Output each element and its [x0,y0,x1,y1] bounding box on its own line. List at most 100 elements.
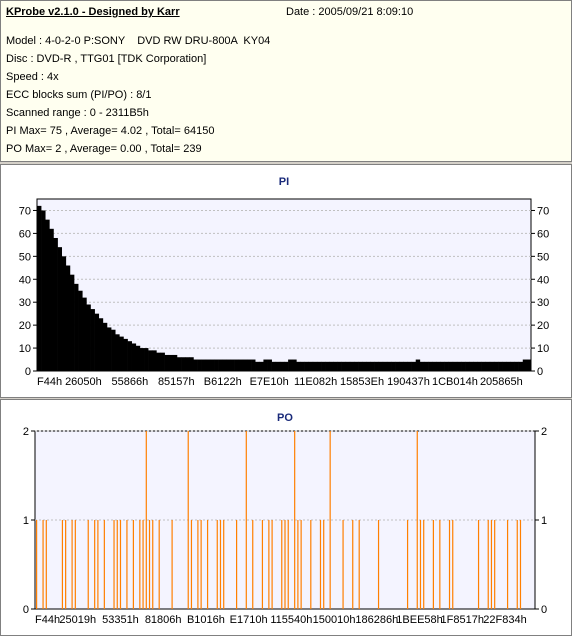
pi-xtick-label: E7E10h [250,376,289,388]
pi-bar [102,322,108,371]
po-xtick-label: 115540h [270,614,312,626]
pi-ytick-label-right: 40 [537,274,549,286]
pi-bar [106,327,112,371]
po-chart-panel: PO 0 0 1 1 2 2 F44h 25019h 53351h 81806h B1016h E171… [0,399,572,636]
pi-bar [374,361,379,371]
po-xtick-label: 81806h [145,614,182,626]
pi-bar [160,352,165,371]
info-line-model: Model : 4-0-2-0 P:SONY DVD RW DRU-800A K… [6,35,271,47]
pi-bar [498,361,503,371]
pi-bar [234,359,240,371]
pi-bar [419,361,425,371]
pi-bar [139,348,145,371]
pi-bar [176,357,182,371]
pi-bar [353,361,359,371]
pi-bar [218,359,223,371]
pi-bar [337,361,342,371]
pi-ytick-label-right: 30 [537,297,549,309]
pi-bar [526,359,532,371]
pi-bar [41,210,46,371]
pi-bar [292,359,297,371]
pi-bar [518,361,524,371]
pi-bar [444,361,449,371]
pi-bar [358,361,363,371]
po-title: PO [277,412,293,424]
pi-bar [279,361,285,371]
info-line-ecc: ECC blocks sum (PI/PO) : 8/1 [6,89,152,101]
po-ytick-label-right: 0 [541,604,547,616]
info-panel: KProbe v2.1.0 - Designed by Karr Date : … [0,0,572,162]
pi-bar [391,361,396,371]
pi-bar [37,205,42,371]
pi-bar [135,345,141,371]
po-xtick-label: 1BEE58h [396,614,442,626]
pi-bar [522,359,528,371]
pi-bar [382,361,388,371]
pi-bar [45,219,50,371]
pi-bar [148,350,153,371]
pi-bar [172,354,178,371]
pi-bar [329,361,334,371]
pi-bar [312,361,318,371]
pi-bar [477,361,482,371]
pi-bar [436,361,441,371]
pi-bar [423,361,429,371]
pi-bar [214,359,219,371]
pi-xtick-label: 1CB014h [432,376,478,388]
pi-bar [452,361,458,371]
pi-bar [502,361,507,371]
pi-bar [432,361,437,371]
pi-bar [267,359,272,371]
pi-bar [49,228,54,371]
pi-bar [362,361,367,371]
pi-bar [403,361,408,371]
pi-bar [57,247,62,371]
pi-ytick-label-right: 60 [537,228,549,240]
pi-bar [399,361,404,371]
pi-bar [242,359,248,371]
pi-bar [275,361,281,371]
po-xtick-label: 53351h [102,614,139,626]
pi-ytick-label: 70 [19,205,31,217]
pi-xtick-label: 190437h [387,376,430,388]
pi-bar [74,283,79,371]
pi-bar [65,265,71,371]
pi-bar [61,256,67,371]
pi-ytick-label-right: 10 [537,343,549,355]
pi-bar [341,361,347,371]
pi-xtick-label: 55866h [112,376,149,388]
pi-bar [127,341,132,371]
po-xtick-label: 22F834h [483,614,526,626]
pi-bar [316,361,322,371]
pi-bar [98,318,104,371]
po-xtick-label: E1710h [230,614,268,626]
po-xtick-label: B1016h [187,614,225,626]
pi-title: PI [279,176,289,188]
pi-ytick-label: 10 [19,343,31,355]
pi-bar [189,357,194,371]
pi-bar [415,359,421,371]
po-xtick-label: 150010h [313,614,356,626]
pi-bar [209,359,215,371]
pi-bar [370,361,375,371]
pi-bar [69,274,75,371]
po-chart: PO 0 0 1 1 2 2 F44h 25019h 53351h 81806h B1016h E171… [23,412,547,626]
pi-bar [156,352,161,371]
pi-bar [251,359,256,371]
info-line-disc: Disc : DVD-R , TTG01 [TDK Corporation] [6,53,207,65]
pi-bar [514,361,519,371]
pi-xtick-label: 11E082h [294,376,337,388]
pi-bar [131,343,137,371]
pi-bar [226,359,231,371]
pi-bar [288,359,293,371]
pi-ytick-label: 20 [19,320,31,332]
pi-xtick-label: F44h [37,376,62,388]
pi-bar [333,361,338,371]
pi-ytick-label-right: 70 [537,205,549,217]
pi-bar [193,359,198,371]
info-line-pi: PI Max= 75 , Average= 4.02 , Total= 6415… [6,125,215,137]
pi-bar [82,297,87,371]
pi-bar [448,361,454,371]
po-xtick-label: 25019h [59,614,96,626]
pi-bar [378,361,384,371]
